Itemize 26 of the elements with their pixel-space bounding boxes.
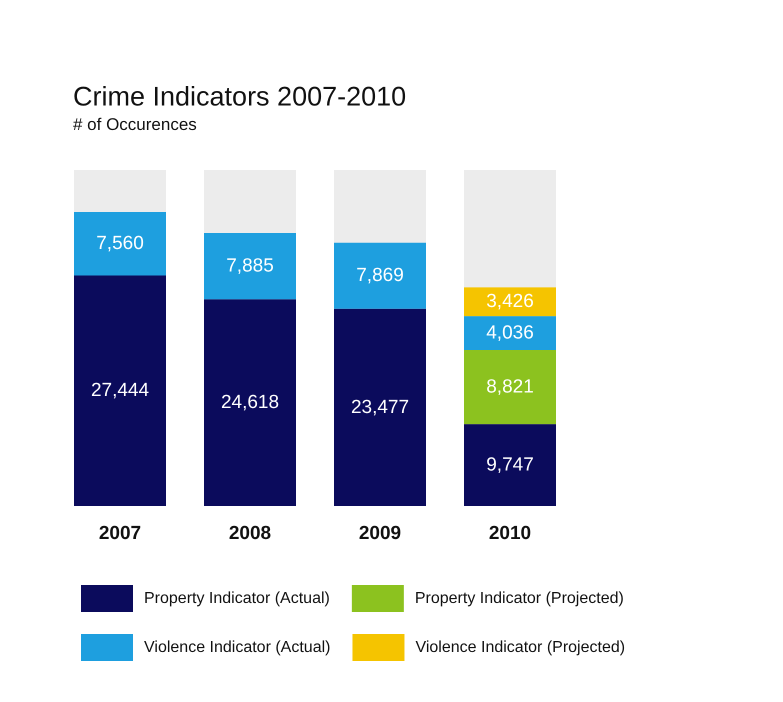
legend-label: Violence Indicator (Projected) <box>415 639 626 656</box>
x-tick-label: 2007 <box>98 523 142 544</box>
x-tick-label: 2009 <box>358 523 402 544</box>
legend-label: Property Indicator (Actual) <box>144 590 330 607</box>
x-tick-label: 2010 <box>488 523 532 544</box>
data-label: 24,618 <box>220 392 280 414</box>
data-label: 3,426 <box>486 291 534 312</box>
data-label: 27,444 <box>90 380 150 402</box>
data-label: 7,869 <box>356 265 404 286</box>
data-label: 7,560 <box>96 233 144 254</box>
x-tick-label: 2008 <box>228 523 272 544</box>
bar <box>464 350 556 424</box>
bar <box>464 316 556 350</box>
data-label: 23,477 <box>350 396 410 418</box>
data-label: 8,821 <box>486 376 534 398</box>
legend-label: Property Indicator (Projected) <box>414 590 624 607</box>
bar <box>464 424 556 506</box>
bar <box>204 299 296 506</box>
data-label: 4,036 <box>486 322 534 344</box>
data-label: 7,885 <box>226 256 274 277</box>
chart-title: Crime Indicators 2007-2010 <box>73 82 406 112</box>
data-label: 9,747 <box>486 454 534 476</box>
bar <box>74 275 166 506</box>
chart-subtitle: # of Occurences <box>73 115 197 134</box>
bar <box>334 308 426 506</box>
legend-label: Violence Indicator (Actual) <box>144 639 330 656</box>
